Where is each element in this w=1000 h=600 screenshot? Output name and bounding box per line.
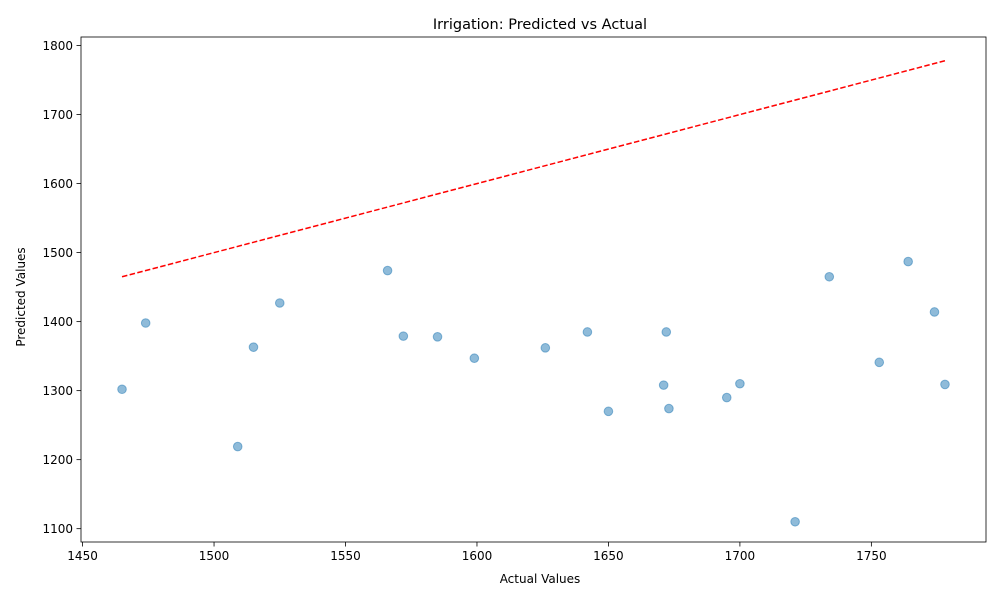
plot-area: 1450 1500 1550 1600 1650 1700 1750 1100 1200 1300… [42,36,987,563]
x-tick-label: 1500 [199,549,230,563]
data-point [274,298,285,308]
data-point [398,331,409,341]
y-tick-label: 1300 [42,384,73,398]
plot-frame [80,36,987,543]
data-point [117,384,127,395]
x-tick-label: 1450 [67,549,98,563]
data-point [824,271,835,282]
data-point [248,342,259,352]
y-tick-label: 1100 [42,522,73,536]
y-tick-label: 1700 [42,108,73,122]
data-point [432,332,443,342]
x-axis-label: Actual Values [500,572,581,586]
data-point [469,353,480,364]
x-tick-label: 1600 [462,549,493,563]
data-point [661,327,672,337]
y-tick-label: 1400 [42,315,73,329]
y-tick-label: 1500 [42,246,73,260]
x-tick-label: 1650 [593,549,624,563]
data-point [721,392,732,403]
x-tick-label: 1550 [330,549,361,563]
data-point [903,256,913,267]
y-tick-label: 1600 [42,177,73,191]
data-point [540,343,551,353]
data-point [735,378,745,389]
data-point [140,318,151,328]
data-point [790,516,800,527]
y-tick-label: 1800 [42,39,73,53]
x-tick-label: 1750 [856,549,887,563]
data-point [232,441,243,452]
data-point [929,307,940,317]
y-tick-label: 1200 [42,453,73,467]
data-point [664,403,674,414]
data-point [582,327,593,337]
data-point [382,265,393,276]
data-point [940,379,950,390]
data-point [874,357,885,368]
x-tick-label: 1700 [725,549,756,563]
chart-title: Irrigation: Predicted vs Actual [433,17,647,33]
data-point [658,380,669,390]
y-axis-label: Predicted Values [14,247,28,346]
data-point [603,406,614,417]
